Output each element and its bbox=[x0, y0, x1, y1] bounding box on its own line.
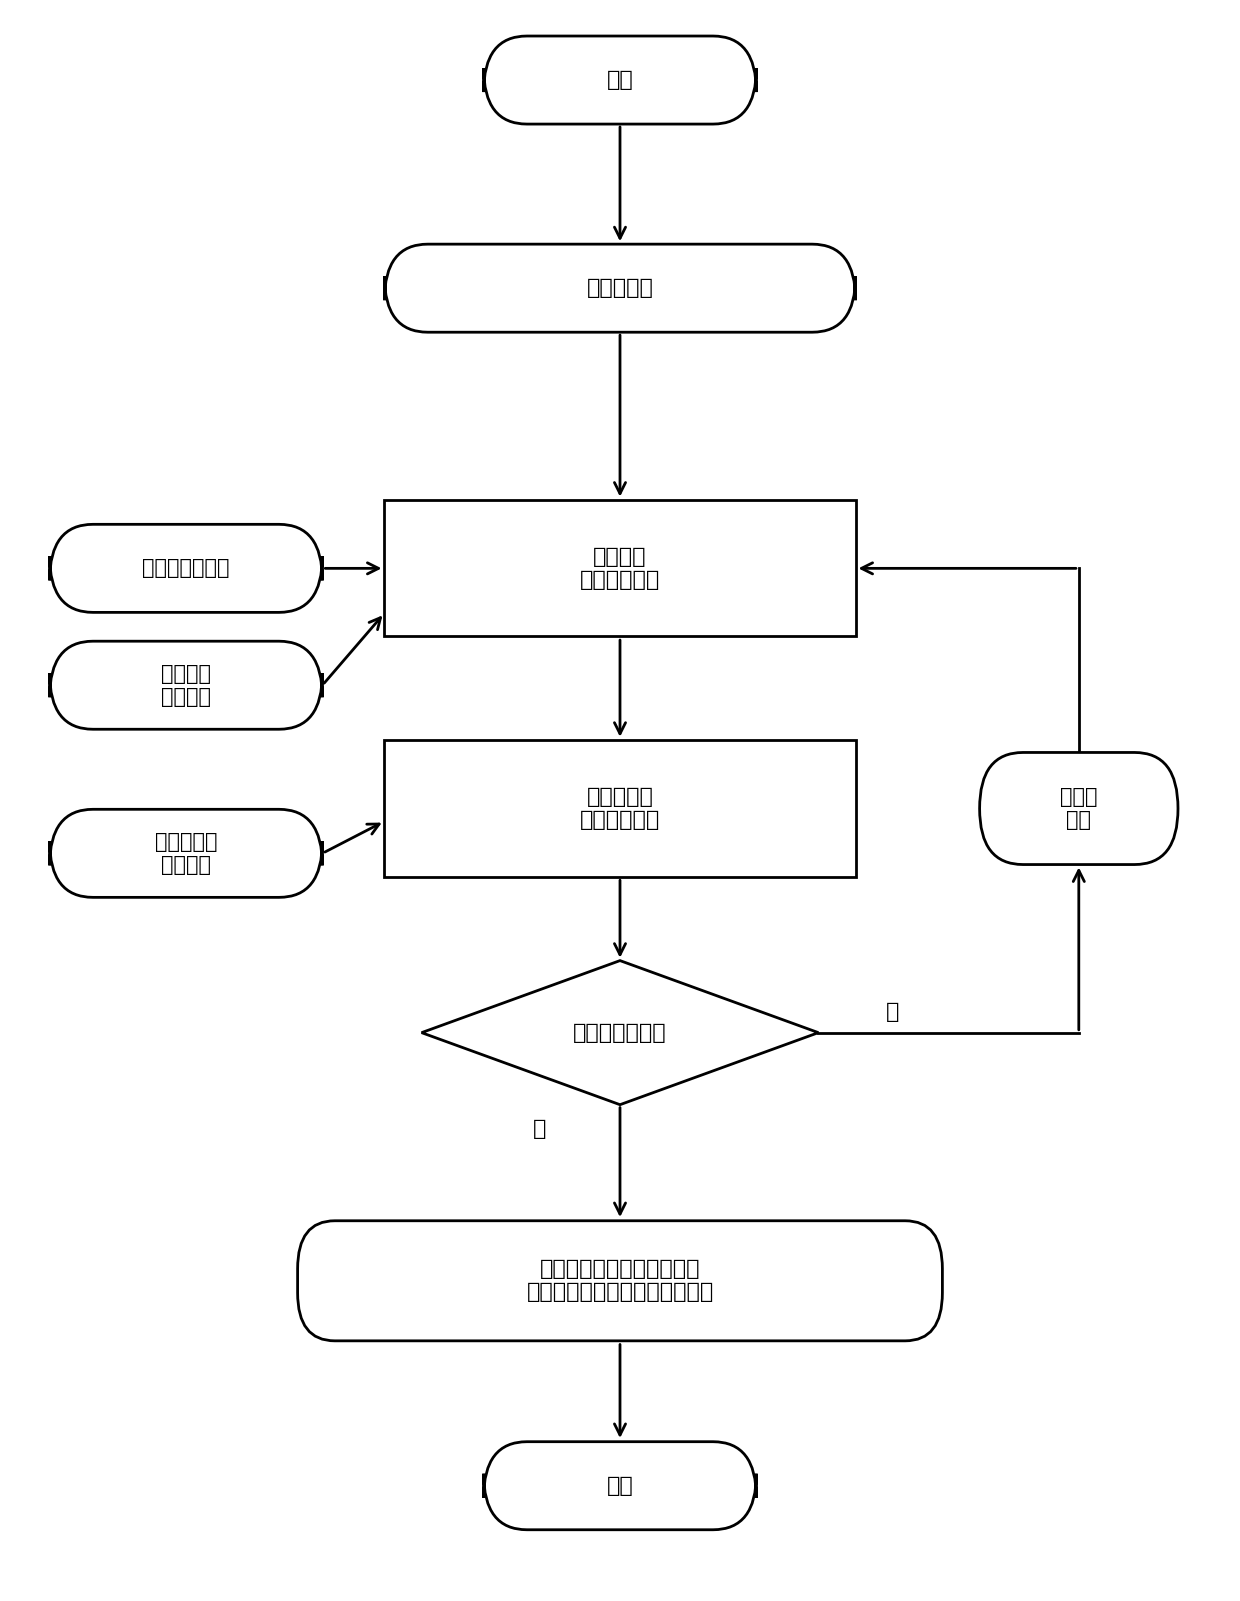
FancyBboxPatch shape bbox=[484, 1441, 756, 1531]
Text: 结束: 结束 bbox=[606, 1476, 634, 1495]
Text: 开始: 开始 bbox=[606, 70, 634, 90]
FancyBboxPatch shape bbox=[50, 640, 322, 728]
Bar bbox=[384, 740, 856, 877]
Text: 位置保持
控制需求: 位置保持 控制需求 bbox=[161, 664, 211, 706]
Text: 输出各点火弧段速度增量、
中点赤经、角动量卸载偏转矢量: 输出各点火弧段速度增量、 中点赤经、角动量卸载偏转矢量 bbox=[526, 1260, 714, 1302]
FancyBboxPatch shape bbox=[384, 243, 856, 331]
FancyBboxPatch shape bbox=[50, 524, 322, 612]
FancyBboxPatch shape bbox=[298, 1220, 942, 1342]
Text: 推力器约束条件: 推力器约束条件 bbox=[143, 559, 229, 578]
FancyBboxPatch shape bbox=[980, 752, 1178, 865]
Bar bbox=[384, 500, 856, 636]
Polygon shape bbox=[422, 961, 818, 1105]
Text: 角动量卸载
偏转矢量计算: 角动量卸载 偏转矢量计算 bbox=[580, 788, 660, 829]
Text: 否: 否 bbox=[887, 1002, 899, 1021]
FancyBboxPatch shape bbox=[50, 810, 322, 897]
Text: 是: 是 bbox=[533, 1119, 546, 1138]
Text: 参数初始化: 参数初始化 bbox=[587, 279, 653, 298]
Text: 位置保持
推力分配优化: 位置保持 推力分配优化 bbox=[580, 548, 660, 589]
FancyBboxPatch shape bbox=[484, 35, 756, 125]
Text: 角动量卸载
控制需求: 角动量卸载 控制需求 bbox=[155, 833, 217, 874]
Text: 下一次
迭代: 下一次 迭代 bbox=[1060, 788, 1097, 829]
Text: 满足收敛精度？: 满足收敛精度？ bbox=[573, 1023, 667, 1042]
